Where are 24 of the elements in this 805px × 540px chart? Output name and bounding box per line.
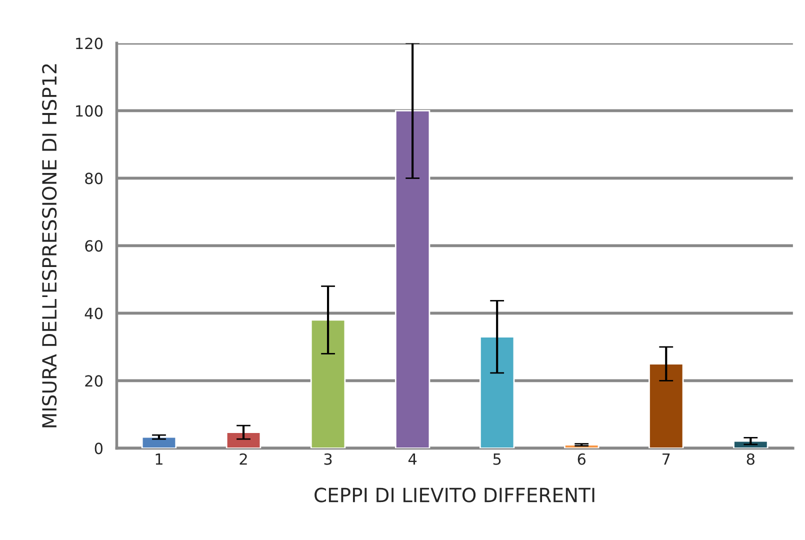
y-tick-label: 0 [94, 442, 103, 454]
y-tick-label: 120 [76, 38, 103, 50]
y-tick-label: 40 [84, 308, 103, 320]
bar [226, 432, 262, 448]
y-tick-label: 60 [85, 240, 103, 252]
bar [310, 319, 346, 448]
x-tick-label: 6 [578, 453, 586, 465]
bar [733, 440, 768, 448]
x-tick-label: 3 [324, 453, 332, 465]
y-tick-label: 20 [85, 375, 103, 387]
y-tick-label: 80 [85, 172, 103, 184]
x-tick-label: 2 [240, 453, 247, 465]
bar [648, 363, 684, 448]
x-tick-label: 1 [156, 454, 162, 465]
bar [141, 436, 177, 448]
y-tick-label: 100 [76, 105, 103, 117]
bar [479, 336, 515, 448]
x-tick-label: 7 [662, 454, 670, 465]
y-axis-title: MISURA DELL'ESPRESSIONE DI HSP12 [42, 64, 57, 428]
x-tick-label: 8 [746, 453, 754, 465]
x-tick-label: 5 [493, 454, 501, 465]
bar [394, 110, 430, 448]
x-axis-title: CEPPI DI LIEVITO DIFFERENTI [314, 488, 594, 502]
x-tick-label: 4 [408, 454, 417, 465]
